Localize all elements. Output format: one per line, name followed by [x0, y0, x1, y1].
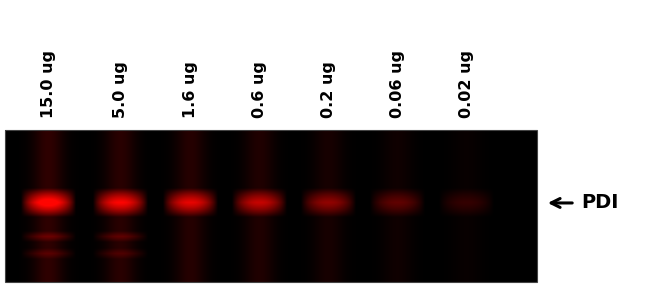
- Text: 0.06 ug: 0.06 ug: [390, 50, 405, 118]
- Text: 5.0 ug: 5.0 ug: [114, 61, 129, 118]
- Bar: [5, 130, 537, 282]
- Text: 0.6 ug: 0.6 ug: [252, 61, 266, 118]
- Text: 15.0 ug: 15.0 ug: [41, 50, 56, 118]
- Text: 0.02 ug: 0.02 ug: [460, 50, 474, 118]
- Text: PDI: PDI: [581, 194, 618, 212]
- Text: 1.6 ug: 1.6 ug: [183, 61, 198, 118]
- Text: 0.2 ug: 0.2 ug: [321, 61, 336, 118]
